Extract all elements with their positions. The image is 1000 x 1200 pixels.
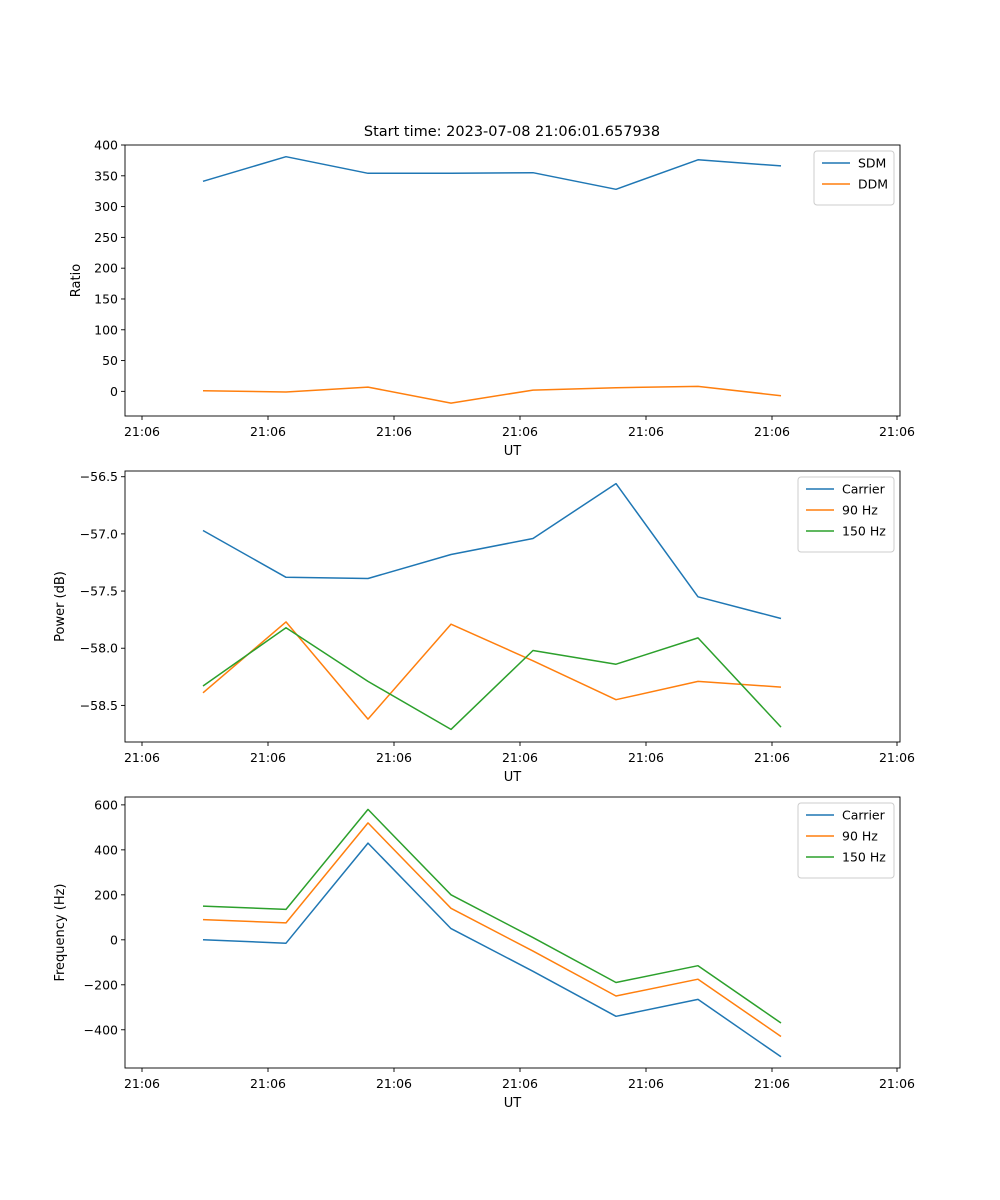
- x-tick-label: 21:06: [124, 1076, 160, 1091]
- y-tick-label: −58.0: [80, 641, 118, 656]
- x-tick-label: 21:06: [124, 424, 160, 439]
- x-tick-label: 21:06: [754, 424, 790, 439]
- x-tick-label: 21:06: [879, 750, 915, 765]
- chart-panel-1: 21:06 21:06 21:06 21:06 21:06 21:06 21:06 0 50 10…: [69, 138, 915, 460]
- x-tick-label: 21:06: [628, 424, 664, 439]
- x-tick-label: 21:06: [502, 424, 538, 439]
- y-tick-label: 100: [94, 322, 118, 337]
- x-tick-label: 21:06: [628, 1076, 664, 1091]
- y-tick-label: 600: [94, 797, 118, 812]
- y-tick-label: 400: [94, 138, 118, 153]
- y-tick-label: 250: [94, 230, 118, 245]
- legend-label: SDM: [858, 156, 886, 171]
- figure-title: Start time: 2023-07-08 21:06:01.657938: [364, 124, 660, 140]
- x-axis-label: UT: [504, 1096, 522, 1111]
- x-axis-label: UT: [504, 770, 522, 785]
- axes-frame: [124, 144, 901, 417]
- series-line-sdm: [202, 155, 782, 191]
- y-tick-label: −57.0: [80, 526, 118, 541]
- legend-label: 150 Hz: [842, 850, 886, 865]
- y-tick-label: 150: [94, 291, 118, 306]
- series-line-carrier: [202, 482, 782, 620]
- x-tick-label: 21:06: [754, 1076, 790, 1091]
- x-tick-label: 21:06: [502, 1076, 538, 1091]
- y-tick-label: 50: [102, 353, 118, 368]
- legend-frame: [797, 802, 895, 879]
- x-tick-label: 21:06: [250, 424, 286, 439]
- axes-frame: [124, 470, 901, 743]
- y-tick-label: −400: [84, 1022, 118, 1037]
- legend-frame: [797, 476, 895, 553]
- x-tick-label: 21:06: [879, 424, 915, 439]
- series-line-150-hz: [202, 808, 782, 1024]
- y-tick-label: 350: [94, 168, 118, 183]
- series-line-150-hz: [202, 626, 782, 731]
- y-tick-label: 0: [110, 384, 118, 399]
- x-axis-label: UT: [504, 444, 522, 459]
- x-tick-label: 21:06: [124, 750, 160, 765]
- legend: SDM DDM: [813, 150, 895, 206]
- chart-panel-3: 21:06 21:06 21:06 21:06 21:06 21:06 21:06 −400 −…: [53, 796, 915, 1111]
- x-tick-label: 21:06: [250, 1076, 286, 1091]
- y-tick-label: 400: [94, 842, 118, 857]
- y-tick-label: −57.5: [80, 584, 118, 599]
- series-line-90-hz: [202, 621, 782, 720]
- y-axis-label: Power (dB): [53, 571, 68, 642]
- legend: Carrier 90 Hz 150 Hz: [797, 802, 895, 879]
- legend-frame: [813, 150, 895, 206]
- x-tick-label: 21:06: [250, 750, 286, 765]
- x-tick-label: 21:06: [879, 1076, 915, 1091]
- axes-frame: [124, 796, 901, 1069]
- x-tick-label: 21:06: [376, 1076, 412, 1091]
- legend-label: 90 Hz: [842, 503, 878, 518]
- y-tick-label: 0: [110, 932, 118, 947]
- legend-label: Carrier: [842, 482, 886, 497]
- series-line-90-hz: [202, 822, 782, 1038]
- legend-label: 90 Hz: [842, 829, 878, 844]
- legend: Carrier 90 Hz 150 Hz: [797, 476, 895, 553]
- chart-panel-2: 21:06 21:06 21:06 21:06 21:06 21:06 21:06 −58.5…: [53, 469, 915, 785]
- x-tick-label: 21:06: [376, 424, 412, 439]
- y-axis-label: Ratio: [69, 264, 84, 297]
- legend-label: 150 Hz: [842, 524, 886, 539]
- legend-label: DDM: [858, 177, 888, 192]
- y-tick-label: −200: [84, 977, 118, 992]
- x-tick-label: 21:06: [754, 750, 790, 765]
- legend-label: Carrier: [842, 808, 886, 823]
- y-tick-label: 200: [94, 261, 118, 276]
- y-tick-label: 200: [94, 887, 118, 902]
- x-tick-label: 21:06: [628, 750, 664, 765]
- y-axis-label: Frequency (Hz): [53, 883, 68, 981]
- series-line-ddm: [202, 385, 782, 404]
- y-tick-label: 300: [94, 199, 118, 214]
- y-tick-label: −58.5: [80, 698, 118, 713]
- x-tick-label: 21:06: [376, 750, 412, 765]
- x-tick-label: 21:06: [502, 750, 538, 765]
- y-tick-label: −56.5: [80, 469, 118, 484]
- series-line-carrier: [202, 842, 782, 1058]
